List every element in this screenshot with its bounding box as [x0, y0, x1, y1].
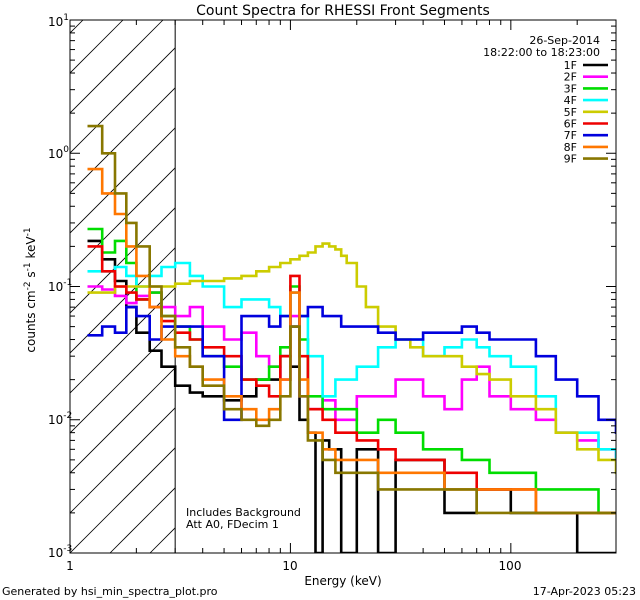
- series-5F-line: [87, 242, 616, 475]
- axis-ticks: [69, 19, 617, 554]
- x-tick-label: 1: [66, 559, 74, 573]
- y-axis-label: counts cm-2 s-1 keV-1: [23, 227, 38, 352]
- x-tick-labels: 1 10 100: [66, 559, 521, 573]
- y-tick-labels: 10-3 10-2 10-1 100 101: [48, 13, 72, 560]
- y-tick-label: 10-3: [48, 544, 72, 560]
- hatch-line: [70, 87, 176, 194]
- x-tick-label: 100: [499, 559, 522, 573]
- chart-title: Count Spectra for RHESSI Front Segments: [196, 3, 490, 19]
- attenuator-annotation: Att A0, FDecim 1: [186, 518, 279, 531]
- background-annotation: Includes Background: [186, 506, 301, 519]
- legend-label-1F: 1F: [564, 59, 577, 72]
- hatch-line: [630, 20, 640, 553]
- series-9F-line: [87, 124, 616, 515]
- generated-by-footer: Generated by hsi_min_spectra_plot.pro: [2, 585, 218, 598]
- y-tick-label: 100: [48, 145, 69, 161]
- legend-label-4F: 4F: [564, 94, 577, 107]
- hatch-line: [70, 447, 176, 553]
- observation-time-range: 18:22:00 to 18:23:00: [483, 46, 600, 59]
- y-tick-label: 10-2: [48, 411, 72, 427]
- series-7F-line: [87, 305, 616, 434]
- legend-label-5F: 5F: [564, 106, 577, 119]
- legend-label-6F: 6F: [564, 118, 577, 131]
- legend-label-2F: 2F: [564, 71, 577, 84]
- observation-date: 26-Sep-2014: [529, 34, 600, 47]
- legend-label-3F: 3F: [564, 82, 577, 95]
- hatch-line: [70, 407, 176, 514]
- series-layer: [87, 124, 616, 553]
- y-tick-label: 101: [48, 13, 69, 29]
- hatch-line: [0, 20, 3, 553]
- x-tick-label: 10: [282, 559, 297, 573]
- legend-label-8F: 8F: [564, 141, 577, 154]
- legend-label-7F: 7F: [564, 129, 577, 142]
- hatch-line: [70, 367, 176, 474]
- hatch-line: [70, 20, 164, 114]
- y-tick-label: 10-1: [48, 278, 72, 294]
- legend-label-9F: 9F: [564, 153, 577, 166]
- x-axis-label: Energy (keV): [304, 574, 381, 588]
- hatch-line: [0, 20, 43, 553]
- generation-timestamp: 17-Apr-2023 05:23: [533, 585, 636, 598]
- hatch-line: [70, 47, 176, 154]
